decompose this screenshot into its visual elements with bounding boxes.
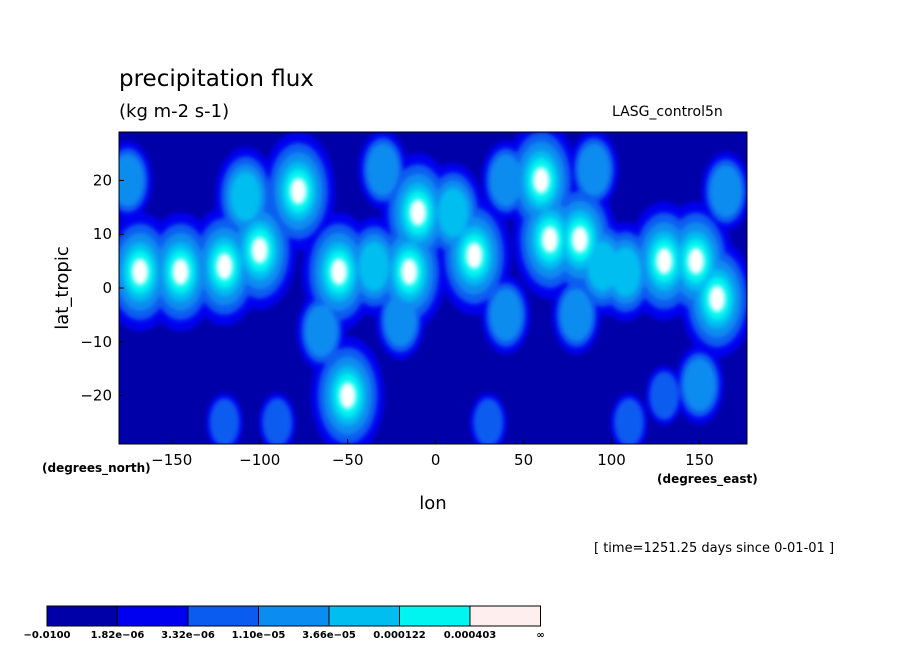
colorbar-label: 1.10e−05 — [232, 630, 286, 641]
colorbar-label: 0.000403 — [444, 630, 497, 641]
field-level-7 — [132, 167, 726, 409]
field-cell — [656, 248, 673, 275]
x-tick-label: −150 — [151, 451, 192, 469]
field-cell — [262, 398, 293, 444]
x-axis-ticks: −150 −100 −50 0 50 100 150 — [151, 439, 714, 469]
field-cell — [216, 253, 233, 280]
x-tick-label: 0 — [431, 451, 441, 469]
field-cell — [230, 171, 261, 222]
x-units-label: (degrees_east) — [657, 472, 758, 487]
colorbar-label: 1.82e−06 — [91, 630, 145, 641]
field-cell — [251, 237, 268, 264]
x-tick-label: 50 — [514, 451, 533, 469]
field-cell — [438, 188, 469, 238]
field-cell — [172, 258, 189, 285]
colorbar: −0.0100 1.82e−06 3.32e−06 1.10e−05 3.66e−05 0… — [24, 605, 545, 641]
plot-area — [118, 131, 748, 445]
field-cell — [649, 371, 680, 420]
field-cell — [709, 165, 742, 218]
y-tick-label: −20 — [80, 387, 112, 405]
colorbar-swatch — [46, 605, 118, 627]
field-cell — [384, 294, 417, 347]
colorbar-label: 3.66e−05 — [302, 630, 356, 641]
y-tick-label: −10 — [80, 333, 112, 351]
field-cell — [490, 288, 522, 341]
colorbar-swatch — [399, 605, 471, 627]
time-annotation: [ time=1251.25 days since 0-01-01 ] — [594, 541, 835, 556]
colorbar-swatch — [469, 605, 541, 627]
y-axis-label: lat_tropic — [52, 246, 73, 330]
colorbar-swatch — [258, 605, 330, 627]
field-cell — [473, 398, 504, 444]
y-axis-ticks: 20 10 0 −10 −20 — [80, 171, 124, 405]
field-cell — [614, 398, 644, 444]
x-tick-label: −100 — [239, 451, 280, 469]
field-cell — [401, 258, 418, 285]
field-cell — [290, 178, 307, 205]
field-cell — [610, 247, 641, 297]
x-tick-label: 100 — [597, 451, 626, 469]
field-cell — [587, 241, 618, 292]
y-units-label: (degrees_north) — [42, 461, 151, 476]
field-cell — [366, 143, 399, 196]
field-cell — [466, 242, 483, 269]
field-cell — [571, 226, 589, 253]
field-cell — [683, 358, 716, 411]
chart-units: (kg m-2 s-1) — [119, 101, 230, 122]
colorbar-label: −0.0100 — [24, 630, 71, 641]
field-cell — [330, 258, 347, 285]
chart-title: precipitation flux — [119, 66, 314, 92]
field-cell — [409, 199, 427, 226]
field-cell — [541, 226, 559, 253]
field-cell — [560, 288, 593, 341]
dataset-label: LASG_control5n — [612, 104, 723, 120]
y-tick-label: 20 — [93, 171, 112, 189]
colorbar-label: 3.32e−06 — [161, 630, 215, 641]
field-cell — [533, 167, 550, 194]
colorbar-swatch — [328, 605, 400, 627]
colorbar-swatch — [187, 605, 259, 627]
colorbar-label: ∞ — [536, 630, 544, 641]
precipitation-field — [119, 132, 747, 444]
field-cell — [132, 258, 149, 285]
y-tick-label: 0 — [102, 279, 112, 297]
field-cell — [490, 154, 522, 207]
y-tick-label: 10 — [93, 225, 112, 243]
field-cell — [578, 143, 610, 196]
field-cell — [209, 398, 240, 444]
x-tick-label: −50 — [332, 451, 364, 469]
colorbar-label: 0.000122 — [373, 630, 426, 641]
field-cell — [339, 382, 356, 409]
x-axis-label: lon — [419, 493, 446, 514]
colorbar-swatch — [117, 605, 189, 627]
field-cell — [709, 285, 726, 312]
field-cell — [687, 248, 705, 275]
field-cell — [358, 241, 390, 292]
x-tick-label: 150 — [685, 451, 714, 469]
field-cell — [305, 305, 338, 357]
field-cell — [119, 154, 144, 207]
